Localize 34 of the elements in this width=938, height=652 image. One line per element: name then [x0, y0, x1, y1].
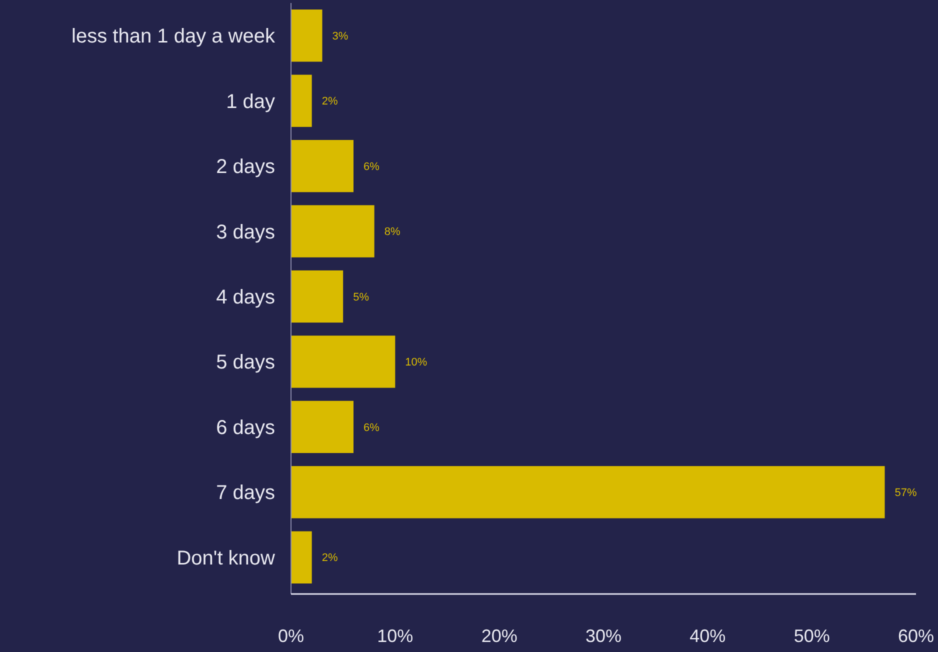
- x-tick-label: 60%: [898, 626, 934, 646]
- bar: [291, 205, 374, 258]
- y-tick-label: less than 1 day a week: [72, 26, 276, 48]
- data-label: 5%: [353, 291, 370, 304]
- data-label: 2%: [322, 552, 338, 564]
- x-tick-label: 10%: [377, 626, 414, 646]
- bar: [291, 74, 312, 127]
- data-label: 6%: [364, 422, 380, 434]
- y-tick-label: Don't know: [176, 547, 276, 570]
- y-tick-label: 6 days: [216, 416, 275, 439]
- data-label: 10%: [405, 356, 428, 369]
- x-tick-label: 0%: [278, 626, 304, 646]
- y-tick-label: 5 days: [216, 352, 275, 374]
- data-label: 57%: [894, 487, 917, 500]
- bar: [291, 400, 354, 454]
- y-tick-label: 7 days: [216, 482, 275, 504]
- y-tick-label: 4 days: [216, 286, 275, 308]
- x-tick-label: 50%: [794, 626, 830, 646]
- y-tick-label: 3 days: [216, 221, 275, 244]
- y-tick-label: 2 days: [216, 156, 275, 178]
- data-label: 8%: [384, 226, 400, 238]
- bar: [291, 531, 312, 584]
- bar: [291, 270, 344, 323]
- y-tick-label: 1 day: [226, 90, 275, 113]
- data-label: 3%: [332, 30, 348, 42]
- x-tick-label: 40%: [690, 626, 726, 646]
- bar: [291, 336, 396, 388]
- data-label: 2%: [322, 96, 338, 108]
- bar: [291, 140, 354, 192]
- x-tick-label: 20%: [481, 626, 518, 646]
- data-label: 6%: [364, 160, 380, 173]
- x-tick-label: 30%: [585, 626, 622, 646]
- bar: [291, 466, 885, 518]
- bar: [291, 10, 322, 62]
